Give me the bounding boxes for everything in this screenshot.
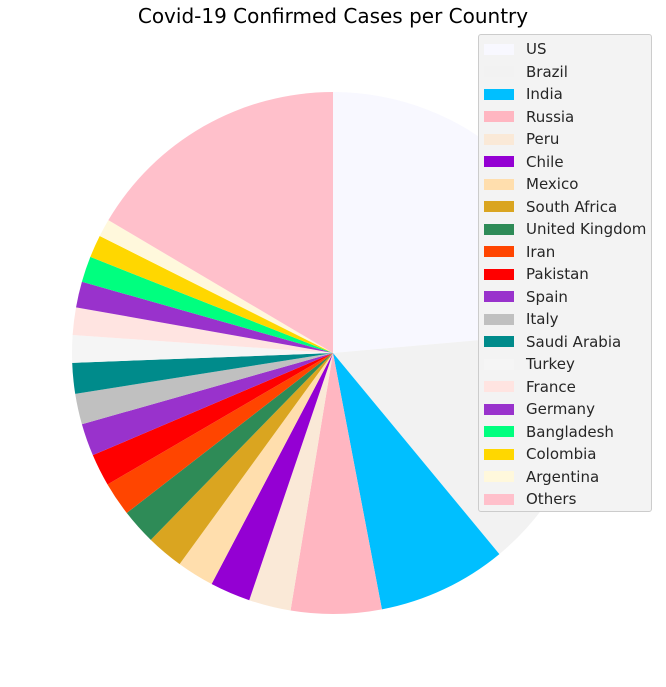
legend-label: Bangladesh [526,422,614,441]
legend-label: France [526,377,576,396]
legend-entry: Germany [479,398,651,421]
legend-entry: Iran [479,241,651,264]
pie-slice-turkey [72,334,333,363]
legend-swatch [484,111,514,123]
legend-label: India [526,85,563,104]
pie-slice-argentina [99,220,334,353]
legend-entry: Brazil [479,61,651,84]
legend-swatch [484,493,514,505]
pie-slice-india [333,353,500,610]
legend-entry: South Africa [479,196,651,219]
legend-label: Peru [526,130,560,149]
legend-label: US [526,40,547,59]
legend-label: United Kingdom [526,220,647,239]
chart-title: Covid-19 Confirmed Cases per Country [137,4,529,28]
legend-swatch [484,246,514,258]
pie-slice-chile [211,353,333,601]
legend: US Brazil India Russia Peru Chile Mexico South … [478,34,652,512]
pie-slice-pakistan [92,353,333,485]
legend-label: Brazil [526,62,568,81]
pie-slice-bangladesh [81,256,333,353]
legend-label: Pakistan [526,265,589,284]
legend-label: Others [526,490,577,509]
legend-entry: Mexico [479,173,651,196]
legend-swatch [484,156,514,168]
pie-slice-mexico [179,353,333,585]
legend-swatch [484,291,514,303]
pie-slice-spain [81,353,333,456]
legend-swatch [484,66,514,78]
pie-slice-colombia [90,235,333,353]
legend-swatch [484,313,514,325]
legend-swatch [484,448,514,460]
legend-label: Iran [526,242,556,261]
pie-slice-others [108,92,333,353]
pie-slice-italy [75,353,334,425]
legend-label: Germany [526,400,595,419]
legend-entry: Others [479,488,651,511]
legend-swatch [484,336,514,348]
legend-entry: Colombia [479,443,651,466]
legend-entry: Argentina [479,466,651,489]
legend-label: Italy [526,310,559,329]
pie-slice-saudi-arabia [72,353,333,394]
legend-entry: Chile [479,151,651,174]
legend-swatch [484,426,514,438]
legend-entry: Spain [479,286,651,309]
legend-entry: Italy [479,308,651,331]
pie-slice-united-kingdom [126,353,334,540]
legend-label: Turkey [526,355,575,374]
legend-entry: Bangladesh [479,421,651,444]
legend-label: Saudi Arabia [526,332,622,351]
legend-swatch [484,403,514,415]
legend-entry: Turkey [479,353,651,376]
legend-swatch [484,471,514,483]
legend-entry: Pakistan [479,263,651,286]
legend-label: Argentina [526,467,600,486]
legend-swatch [484,201,514,213]
pie-slice-germany [76,281,333,353]
legend-entry: US [479,38,651,61]
legend-swatch [484,133,514,145]
legend-swatch [484,88,514,100]
pie-slice-france [72,307,334,353]
legend-entry: Peru [479,128,651,151]
legend-swatch [484,223,514,235]
pie-slice-south-africa [150,353,333,565]
legend-entry: India [479,83,651,106]
legend-label: South Africa [526,197,618,216]
pie-slice-peru [249,353,333,611]
legend-swatch [484,381,514,393]
legend-label: Spain [526,287,568,306]
legend-entry: Russia [479,106,651,129]
legend-entry: United Kingdom [479,218,651,241]
pie-slice-iran [107,353,334,513]
legend-entry: Saudi Arabia [479,331,651,354]
legend-label: Mexico [526,175,579,194]
legend-label: Chile [526,152,564,171]
legend-swatch [484,178,514,190]
legend-swatch [484,43,514,55]
legend-swatch [484,268,514,280]
pie-slice-russia [290,353,382,615]
legend-swatch [484,358,514,370]
legend-label: Russia [526,107,575,126]
legend-label: Colombia [526,445,597,464]
legend-entry: France [479,376,651,399]
